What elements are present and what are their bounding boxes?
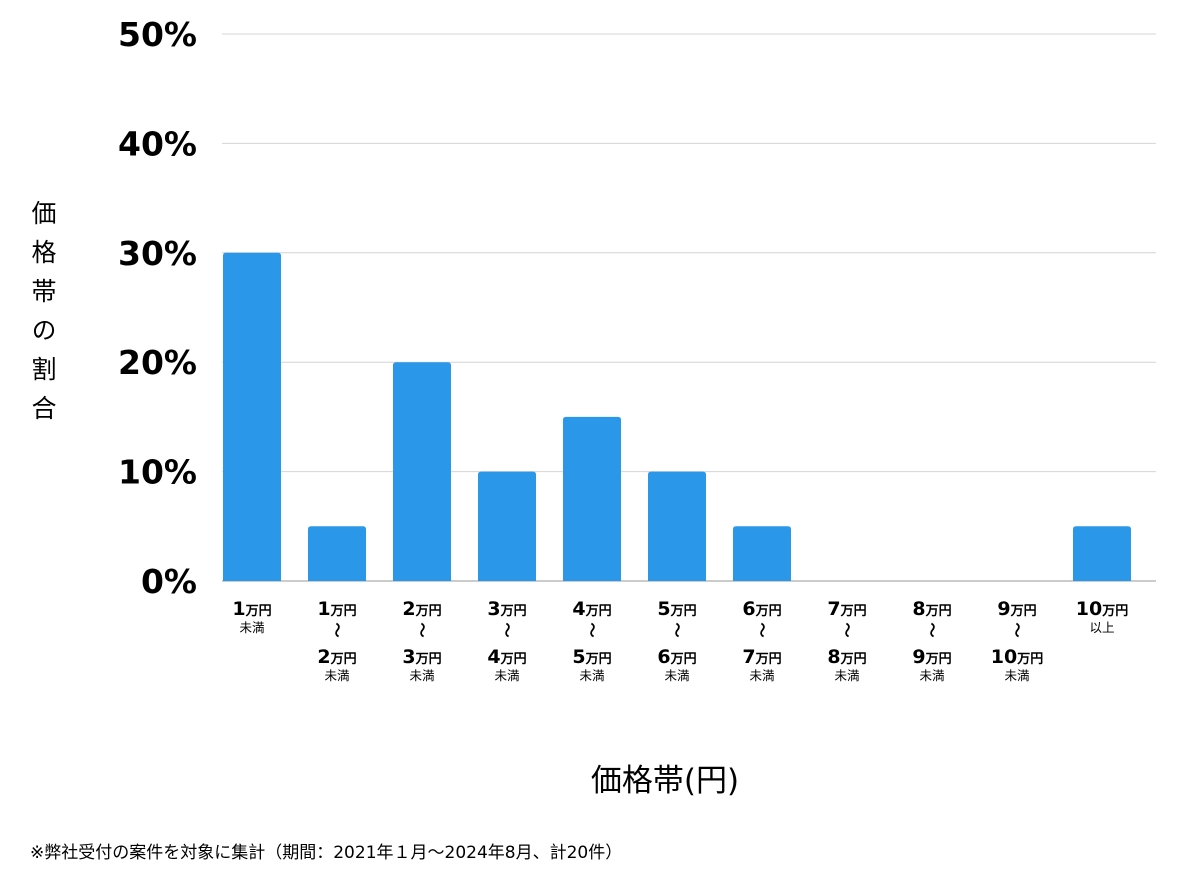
bars [223,252,1131,582]
bar [1073,526,1131,581]
x-tick-sublabel: 未満 [239,620,264,635]
x-tick-label: 5万円 [657,598,696,620]
x-tick-label: 9万円 [912,646,951,668]
y-tick-label: 10% [118,453,197,492]
x-tick-tilde: 〜 [498,622,516,637]
x-tick-label: 2万円 [317,646,356,668]
x-tick-label: 1万円 [232,598,271,620]
y-tick-label: 30% [118,234,197,273]
y-tick-labels: 0% 10% 20% 30% 40% 50% [118,15,197,601]
x-tick-label: 8万円 [827,646,866,668]
x-tick-sublabel: 未満 [1004,668,1029,683]
bar [478,471,536,581]
x-tick-sublabel: 未満 [579,668,604,683]
x-tick-sublabel: 未満 [834,668,859,683]
x-tick-label: 6万円 [742,598,781,620]
x-tick-sublabel: 未満 [664,668,689,683]
bar [308,526,366,581]
x-tick-label: 4万円 [487,646,526,668]
y-tick-label: 0% [141,562,197,601]
x-tick-tilde: 〜 [668,622,686,637]
y-axis-label: 価格帯の割合 [28,200,57,434]
x-tick-tilde: 〜 [923,622,941,637]
x-tick-tilde: 〜 [1008,622,1026,637]
x-tick-label: 6万円 [657,646,696,668]
bar [648,471,706,581]
x-tick-sublabel: 未満 [324,668,349,683]
gridlines [222,33,1156,582]
x-tick-sublabel: 未満 [409,668,434,683]
footnote: ※弊社受付の案件を対象に集計（期間：2021年１月〜2024年8月、計20件） [30,843,623,863]
bar [563,416,621,581]
x-tick-tilde: 〜 [583,622,601,637]
x-tick-tilde: 〜 [753,622,771,637]
x-tick-label: 10万円 [991,646,1043,668]
x-tick-label: 1万円 [317,598,356,620]
x-tick-sublabel: 以上 [1089,620,1114,635]
x-tick-label: 3万円 [487,598,526,620]
x-tick-label: 10万円 [1076,598,1128,620]
x-tick-labels: 1万円未満1万円〜2万円未満2万円〜3万円未満3万円〜4万円未満4万円〜5万円未… [232,598,1128,683]
x-tick-tilde: 〜 [413,622,431,637]
x-tick-label: 2万円 [402,598,441,620]
x-tick-tilde: 〜 [838,622,856,637]
bar [393,362,451,581]
x-tick-sublabel: 未満 [749,668,774,683]
x-tick-label: 3万円 [402,646,441,668]
x-tick-tilde: 〜 [328,622,346,637]
x-tick-label: 4万円 [572,598,611,620]
x-axis-label: 価格帯(円) [590,763,740,799]
x-tick-label: 7万円 [742,646,781,668]
y-tick-label: 20% [118,343,197,382]
x-tick-label: 9万円 [997,598,1036,620]
y-tick-label: 40% [118,124,197,163]
x-tick-sublabel: 未満 [494,668,519,683]
x-tick-sublabel: 未満 [919,668,944,683]
x-tick-label: 5万円 [572,646,611,668]
bar [223,252,281,582]
y-tick-label: 50% [118,15,197,54]
x-tick-label: 8万円 [912,598,951,620]
bar [733,526,791,581]
x-tick-label: 7万円 [827,598,866,620]
